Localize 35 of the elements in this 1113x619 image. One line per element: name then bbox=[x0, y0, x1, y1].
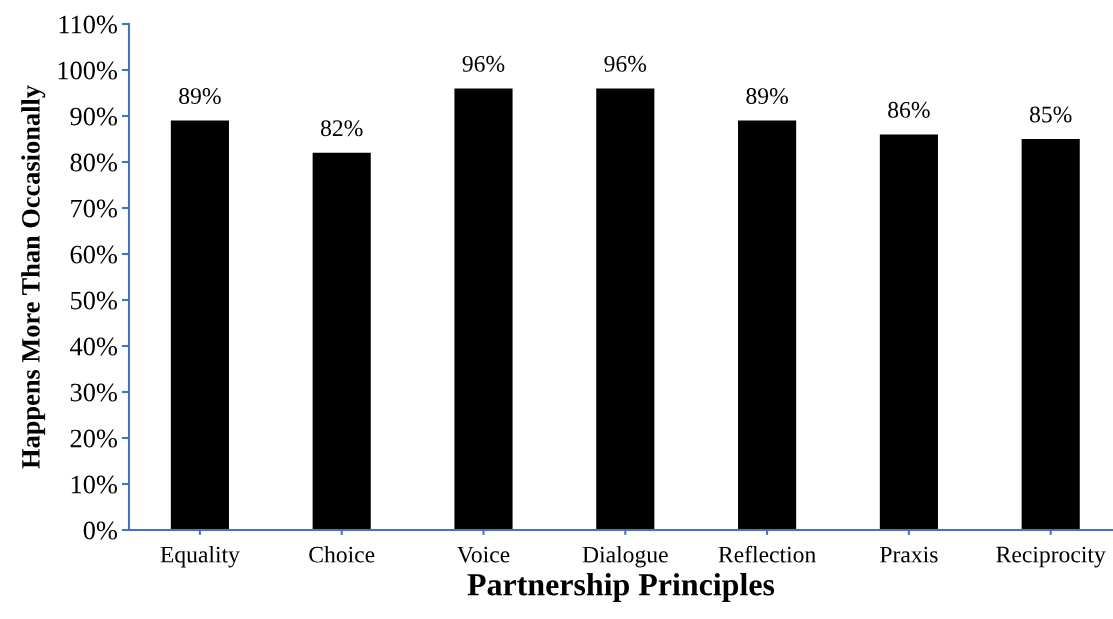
data-label: 89% bbox=[746, 88, 788, 105]
y-tick-label: 100% bbox=[58, 61, 117, 80]
bar bbox=[1021, 139, 1080, 530]
y-tick-label: 80% bbox=[70, 153, 117, 172]
bar bbox=[738, 120, 797, 530]
data-label: 82% bbox=[320, 120, 363, 137]
y-tick-label: 110% bbox=[59, 15, 117, 34]
x-tick-label: Choice bbox=[309, 545, 375, 563]
y-tick-label: 40% bbox=[70, 337, 117, 356]
x-tick-label: Praxis bbox=[880, 546, 938, 563]
y-tick-label: 0% bbox=[83, 521, 117, 540]
y-tick-label: 90% bbox=[70, 107, 117, 126]
data-label: 96% bbox=[604, 55, 647, 72]
x-tick-label: Reciprocity bbox=[996, 546, 1106, 568]
x-tick-label: Reflection bbox=[718, 545, 816, 563]
y-tick-label: 10% bbox=[71, 475, 117, 494]
y-axis-title: Happens More Than Occasionally bbox=[21, 85, 46, 469]
bar bbox=[596, 88, 655, 530]
y-tick-label: 70% bbox=[71, 199, 117, 218]
data-label: 89% bbox=[179, 88, 221, 105]
y-tick-label: 60% bbox=[70, 245, 117, 264]
bar bbox=[454, 88, 513, 530]
y-tick-label: 20% bbox=[70, 429, 117, 448]
x-axis-title: Partnership Principles bbox=[467, 573, 775, 602]
bar bbox=[879, 134, 938, 530]
data-label: 96% bbox=[462, 55, 505, 72]
y-tick-label: 30% bbox=[70, 383, 117, 402]
bar bbox=[312, 152, 371, 530]
y-tick-label: 50% bbox=[71, 291, 117, 310]
data-label: 86% bbox=[888, 101, 930, 118]
x-tick-label: Voice bbox=[457, 546, 510, 563]
data-label: 85% bbox=[1029, 106, 1072, 123]
x-tick-label: Dialogue bbox=[582, 545, 668, 568]
bar bbox=[170, 120, 229, 530]
x-tick-label: Equality bbox=[160, 545, 240, 568]
